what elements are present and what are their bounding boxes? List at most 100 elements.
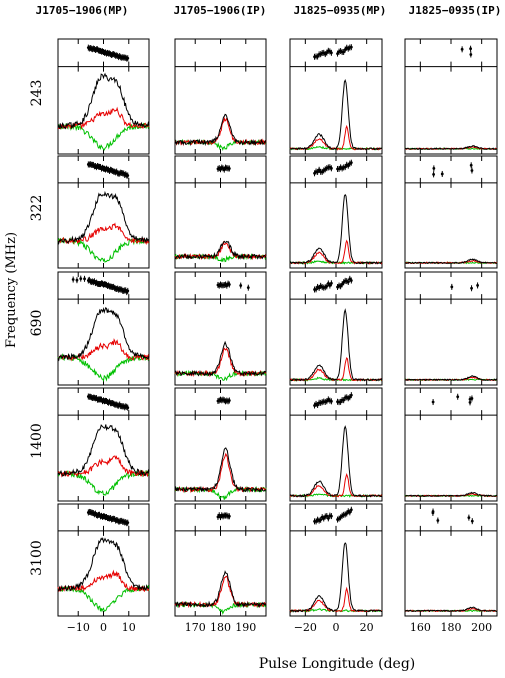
panel-frame (57, 503, 150, 617)
pa-point (239, 284, 243, 287)
pa-point (319, 518, 323, 522)
panel-frame (174, 38, 267, 155)
pa-point (314, 287, 318, 291)
pa-point (126, 56, 130, 60)
pa-point (468, 397, 472, 401)
column-title-1: J1705−1906(MP) (36, 4, 129, 17)
pa-point (349, 161, 353, 165)
panel-frame (174, 271, 267, 386)
pa-point (349, 393, 353, 397)
panel-r0-c3 (404, 38, 498, 155)
total-intensity-line (174, 240, 267, 260)
total-intensity-line (57, 190, 150, 245)
pa-point (317, 168, 321, 172)
panel-r2-c1 (174, 271, 267, 386)
panel-r1-c2 (289, 155, 383, 269)
pa-point (470, 286, 473, 290)
row-frequency-1400: 1400 (29, 423, 45, 459)
column-title-2: J1705−1906(IP) (174, 4, 267, 17)
pa-point (322, 517, 326, 520)
panel-frame (289, 387, 383, 502)
panel-r3-c0 (57, 387, 150, 502)
panel-r1-c3 (404, 155, 498, 269)
pa-point (339, 284, 342, 288)
circular-polarization-line (57, 122, 150, 151)
pa-point (325, 514, 329, 518)
pa-point (343, 165, 347, 169)
panel-r3-c2 (289, 387, 383, 502)
panel-frame (404, 38, 498, 155)
pa-point (326, 516, 330, 520)
linear-polarization-line (289, 239, 383, 265)
panel-r2-c3 (404, 271, 498, 386)
linear-polarization-line (57, 338, 150, 362)
pa-point (225, 284, 229, 288)
panel-r4-c2: −20 0 20 (289, 503, 383, 634)
total-intensity-line (404, 144, 498, 150)
pa-point (126, 406, 130, 410)
circular-polarization-line (57, 584, 150, 613)
row-frequency-690: 690 (29, 310, 45, 337)
pa-point (349, 45, 353, 49)
x-tick-label: 200 (471, 621, 492, 634)
panel-r2-c0 (57, 271, 150, 386)
total-intensity-line (57, 537, 150, 592)
pa-point (342, 398, 346, 402)
pa-point (469, 47, 472, 51)
panel-frame (57, 387, 150, 502)
pa-point (468, 400, 472, 404)
total-intensity-line (404, 606, 498, 613)
pa-point (326, 282, 330, 285)
column-title-4: J1825−0935(IP) (409, 4, 502, 17)
pa-point (346, 164, 350, 168)
pa-point (222, 168, 226, 172)
pa-point (476, 284, 479, 287)
pa-point (336, 52, 339, 55)
total-intensity-line (174, 113, 267, 147)
row-frequency-3100: 3100 (29, 540, 45, 576)
pa-point (470, 519, 474, 523)
linear-polarization-line (174, 575, 267, 609)
pa-point (227, 399, 231, 402)
total-intensity-line (289, 425, 383, 498)
panel-r0-c0 (57, 38, 150, 155)
pa-point (349, 508, 353, 512)
y-axis-label: Frequency (MHz) (4, 232, 19, 348)
pa-point (227, 514, 231, 518)
pa-point (470, 169, 474, 172)
circular-polarization-line (58, 469, 150, 496)
pa-point (330, 51, 333, 55)
x-tick-label: 190 (235, 621, 256, 634)
panel-frame (289, 271, 383, 386)
panel-frame (404, 387, 498, 502)
total-intensity-line (174, 447, 267, 493)
panel-r3-c1 (174, 387, 267, 502)
pa-point (345, 512, 349, 515)
panel-r0-c2 (289, 38, 383, 155)
pa-point (227, 283, 231, 286)
panel-r1-c1 (174, 155, 267, 269)
pa-point (325, 284, 329, 288)
x-axis-label: Pulse Longitude (deg) (259, 656, 416, 672)
pa-point (330, 514, 333, 518)
pa-point (348, 395, 352, 399)
panel-frame (57, 271, 150, 386)
pa-point (432, 172, 436, 176)
panel-r2-c2 (289, 271, 383, 386)
pa-point (348, 510, 352, 514)
pa-point (467, 516, 471, 520)
pa-point (349, 279, 353, 282)
total-intensity-line (174, 570, 267, 609)
pa-point (431, 511, 435, 515)
pa-point (126, 521, 130, 525)
panel-frame (174, 503, 267, 617)
pa-point (460, 47, 464, 51)
total-intensity-line (404, 258, 497, 265)
pa-point (330, 166, 333, 170)
total-intensity-line (290, 78, 383, 151)
x-tick-label: 180 (210, 621, 231, 634)
pa-point (342, 50, 346, 54)
panel-r4-c3: 160 180 200 (404, 503, 498, 634)
panel-r1-c0 (57, 155, 150, 269)
pa-point (450, 285, 454, 289)
